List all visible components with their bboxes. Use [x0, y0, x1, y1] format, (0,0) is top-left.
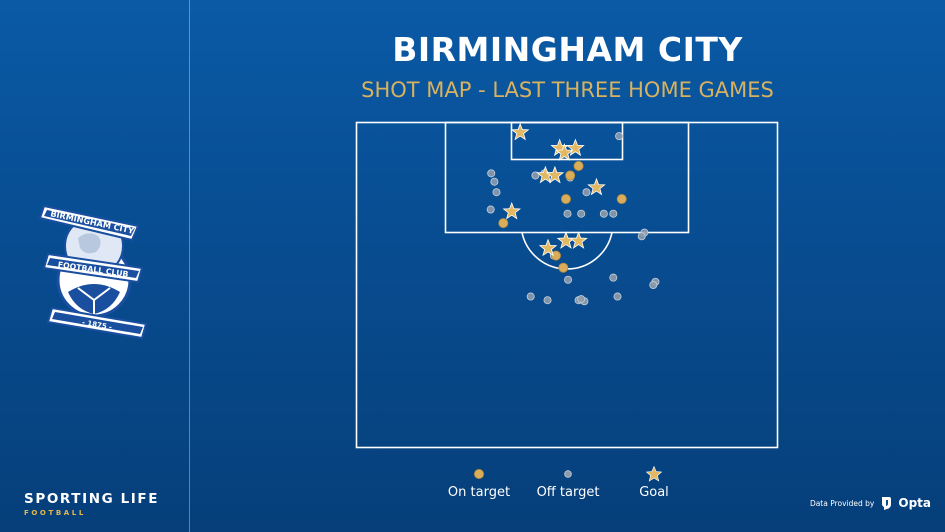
chart-title: BIRMINGHAM CITY	[392, 30, 743, 69]
goal-shot-star-10	[569, 231, 588, 249]
off-target-shot-6	[492, 188, 501, 197]
goal-shot-star-6	[587, 177, 606, 196]
pitch-markings	[355, 121, 779, 449]
on-target-shot-0	[573, 161, 584, 172]
sidebar: BIRMINGHAM CITY FOOTBALL CLUB - 1875 - S…	[0, 0, 190, 532]
off-target-shot-14	[637, 232, 646, 241]
pitch-shot-map	[355, 121, 779, 449]
off-target-shot-11	[599, 209, 608, 218]
pitch-boundary	[355, 121, 779, 449]
legend-goal: Goal	[628, 466, 680, 500]
legend-off-target-marker	[564, 470, 572, 478]
on-target-shot-2	[560, 194, 571, 205]
legend-goal-label: Goal	[639, 485, 669, 500]
off-target-shot-9	[563, 209, 572, 218]
goal-shot-star-2	[566, 138, 585, 157]
goal-shot-star-7	[502, 201, 522, 220]
legend-on-target-marker	[474, 469, 484, 479]
goal-shot-star-5	[545, 165, 565, 184]
off-target-shot-0	[615, 132, 624, 141]
goal-shot-star-0	[510, 122, 530, 141]
six-yard-box	[510, 121, 624, 161]
legend-on-target: On target	[442, 466, 516, 500]
data-provider: Data Provided by Opta	[810, 495, 931, 511]
off-target-shot-3	[531, 171, 540, 180]
sporting-life-logo: SPORTING LIFE FOOTBALL	[24, 491, 159, 517]
off-target-shot-19	[649, 280, 658, 289]
chart-subtitle: SHOT MAP - LAST THREE HOME GAMES	[361, 78, 774, 102]
club-crest-logo: BIRMINGHAM CITY FOOTBALL CLUB - 1875 -	[38, 204, 148, 340]
goal-shot-star-9	[556, 231, 576, 249]
off-target-shot-17	[609, 273, 618, 282]
off-target-shot-1	[487, 169, 496, 178]
on-target-shot-1	[565, 170, 576, 181]
legend-off-target: Off target	[531, 466, 605, 500]
shots-layer	[486, 122, 660, 306]
off-target-shot-24	[577, 295, 586, 304]
on-target-shot-6	[558, 262, 569, 273]
off-target-shot-21	[543, 296, 552, 305]
off-target-shot-2	[490, 177, 499, 186]
off-target-shot-20	[526, 292, 535, 301]
opta-logo-text: Opta	[898, 496, 931, 510]
off-target-shot-7	[486, 205, 495, 214]
brand-main-text: SPORTING LIFE	[24, 491, 160, 507]
on-target-shot-3	[616, 194, 627, 205]
legend: On target Off target Goal	[0, 466, 945, 506]
legend-on-target-label: On target	[447, 485, 511, 500]
off-target-shot-10	[577, 209, 586, 218]
off-target-shot-12	[609, 209, 618, 218]
goal-shot-star-3	[555, 143, 574, 161]
brand-sub-text: FOOTBALL	[24, 509, 86, 517]
legend-goal-star-icon	[646, 466, 662, 482]
on-target-shot-5	[550, 250, 561, 261]
off-target-shot-8	[582, 188, 591, 197]
goal-shot-star-8	[538, 238, 558, 257]
legend-off-target-label: Off target	[536, 485, 600, 500]
opta-logo-icon	[882, 497, 892, 510]
provided-by-text: Data Provided by	[809, 498, 875, 508]
off-target-shot-25	[613, 292, 622, 301]
on-target-shot-4	[498, 218, 509, 229]
off-target-shot-16	[564, 275, 573, 284]
